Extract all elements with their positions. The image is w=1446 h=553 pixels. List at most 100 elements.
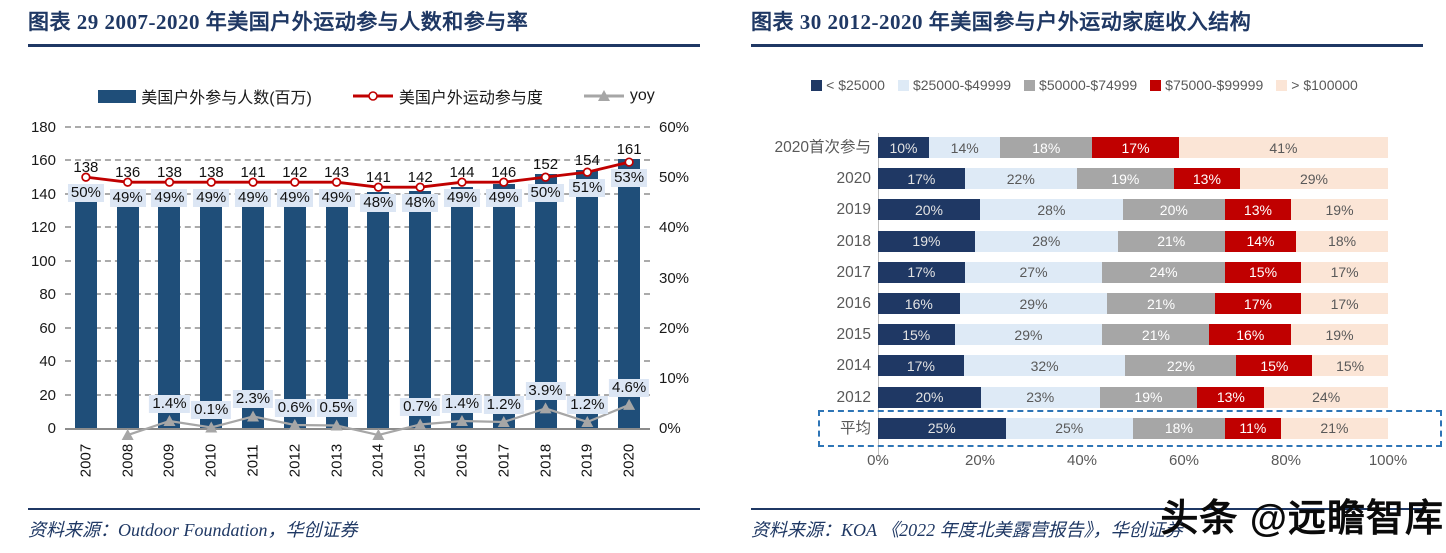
segment-< $25000: 20% [878,199,980,221]
left-axis-tick-label: 140 [30,185,56,203]
legend-label: $75000-$99999 [1165,77,1264,93]
legend-item-participants: 美国户外参与人数(百万) [98,84,312,108]
legend-label: 美国户外参与人数(百万) [141,90,312,107]
segment-$75000-$99999: 13% [1224,199,1292,221]
segment-$25000-$49999: 28% [974,230,1118,252]
participation-rate-label: 49% [151,189,188,208]
bar-value-label: 136 [115,164,141,182]
x-axis-tick-label: 100% [1368,452,1408,469]
gridline [65,393,650,396]
participation-rate-label: 49% [193,189,230,208]
bar-value-label: 138 [73,159,99,177]
segment-$50000-$74999: 19% [1076,168,1174,190]
source-divider [751,508,1423,510]
participation-rate-label: 49% [443,189,480,208]
participation-rate-label: 48% [402,194,439,213]
stacked-bar-平均: 25% 25% 18% 11% 21% [878,417,1388,439]
bar-value-label: 141 [365,169,391,187]
bar-2016 [450,187,473,428]
bar-2012 [283,190,306,428]
x-axis-label-2020: 2020 [620,443,638,478]
legend-label: > $100000 [1291,77,1358,93]
yoy-label: 1.2% [483,395,524,414]
segment-$25000-$49999: 22% [964,168,1077,190]
segment-$50000-$74999: 24% [1102,261,1225,283]
legend-swatch-icon [1276,79,1288,91]
bar-2011 [242,192,265,428]
row-label-2017: 2017 [836,263,871,281]
title-divider [28,44,700,47]
stacked-bar-plot-area: 2020首次参与 10% 14% 18% 17% 41% 2020 17% 22% 19% 13% 2… [723,0,1446,553]
segment-$25000-$49999: 23% [981,386,1100,408]
legend-item: > $100000 [1276,77,1358,93]
bar-2015 [409,190,432,428]
yoy-label: 4.6% [608,378,650,397]
legend-label: $25000-$49999 [912,77,1012,93]
participation-rate-label: 49% [318,189,355,208]
gridline [65,326,650,329]
segment-$75000-$99999: 11% [1224,417,1281,439]
participation-rate-label: 51% [569,179,606,198]
x-axis-label-2011: 2011 [244,444,262,477]
x-axis-label-2012: 2012 [286,443,304,478]
bar-2010 [200,197,223,428]
left-axis-tick-label: 120 [30,219,56,237]
figure-29-title: 图表 29 2007-2020 年美国户外运动参与人数和参与率 [28,10,529,34]
row-label-2020: 2020 [836,170,871,188]
left-axis-tick-label: 20 [39,386,56,404]
source-divider [28,508,700,510]
x-axis-tick-label: 40% [1066,452,1098,469]
segment-< $25000: 17% [878,168,965,190]
bar-value-label: 143 [324,164,350,182]
legend-item-yoy: yoy [583,87,655,105]
legend-swatch-icon [1150,79,1162,91]
stacked-bar-2014: 17% 32% 22% 15% 15% [878,355,1388,377]
row-label-2020首次参与: 2020首次参与 [774,139,871,156]
segment-> $100000: 29% [1240,168,1388,190]
yoy-label: 3.9% [525,382,566,401]
segment-$25000-$49999: 32% [963,355,1126,377]
row-label-2014: 2014 [836,357,871,375]
participation-rate-label: 53% [611,169,648,188]
legend-item: $25000-$49999 [897,77,1012,93]
segment-$25000-$49999: 28% [980,199,1123,221]
segment-$75000-$99999: 17% [1214,293,1302,314]
right-axis-tick-label: 30% [659,269,690,287]
segment-$75000-$99999: 15% [1236,355,1313,377]
gridline [65,159,650,162]
yoy-label: 2.3% [232,390,274,409]
bar-value-label: 146 [491,164,517,182]
segment-$25000-$49999: 29% [959,293,1108,314]
line-circle-marker-icon [352,91,393,101]
bar-2019 [576,170,599,428]
bar-series-swatch-icon [98,89,137,103]
segment-> $100000: 15% [1312,355,1388,377]
figure-30-source: 资料来源：KOA 《2022 年度北美露营报告》，华创证券 [751,520,1183,540]
x-axis-label-2010: 2010 [202,443,220,478]
legend-label: yoy [629,87,655,104]
legend-item: < $25000 [811,77,885,93]
bar-value-label: 138 [156,164,182,182]
bar-value-label: 152 [533,155,559,173]
average-row-highlight-box [818,409,1442,447]
left-chart-legend: 美国户外参与人数(百万) 美国户外运动参与度 yoy [55,84,698,108]
stacked-bar-2019: 20% 28% 20% 13% 19% [878,199,1388,221]
right-axis-tick-label: 20% [659,319,690,337]
stacked-bar-2018: 19% 28% 21% 14% 18% [878,230,1388,252]
segment-$50000-$74999: 20% [1122,199,1225,221]
legend-swatch-icon [811,79,823,91]
x-axis-label-2007: 2007 [77,443,95,478]
combo-chart-plot-area: 0 20 40 60 80 100 120 140 160 180 0% 10% 20% 30% 40% 50… [30,119,690,478]
segment-$50000-$74999: 21% [1117,230,1225,252]
figure-30-title: 图表 30 2012-2020 年美国参与户外运动家庭收入结构 [751,10,1252,34]
segment-$75000-$99999: 17% [1092,137,1179,158]
figure-29-panel: 图表 29 2007-2020 年美国户外运动参与人数和参与率 美国户外参与人数… [28,10,700,540]
x-axis-label-2008: 2008 [119,443,137,478]
right-axis-tick-label: 40% [659,219,690,237]
left-axis-tick-label: 100 [30,252,56,270]
yoy-label: 1.2% [567,395,608,414]
gridline [65,192,650,195]
segment-> $100000: 17% [1301,293,1388,314]
right-axis-tick-label: 60% [659,119,690,136]
